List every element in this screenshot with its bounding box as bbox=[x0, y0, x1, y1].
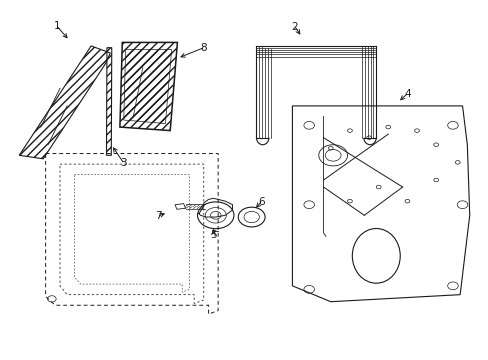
Text: 8: 8 bbox=[200, 43, 206, 53]
Text: 2: 2 bbox=[291, 22, 298, 32]
Text: 5: 5 bbox=[210, 230, 216, 240]
Text: 1: 1 bbox=[53, 21, 60, 31]
Text: 4: 4 bbox=[403, 89, 410, 99]
Text: 7: 7 bbox=[155, 211, 161, 221]
Text: 3: 3 bbox=[120, 158, 127, 168]
Text: 6: 6 bbox=[258, 197, 264, 207]
